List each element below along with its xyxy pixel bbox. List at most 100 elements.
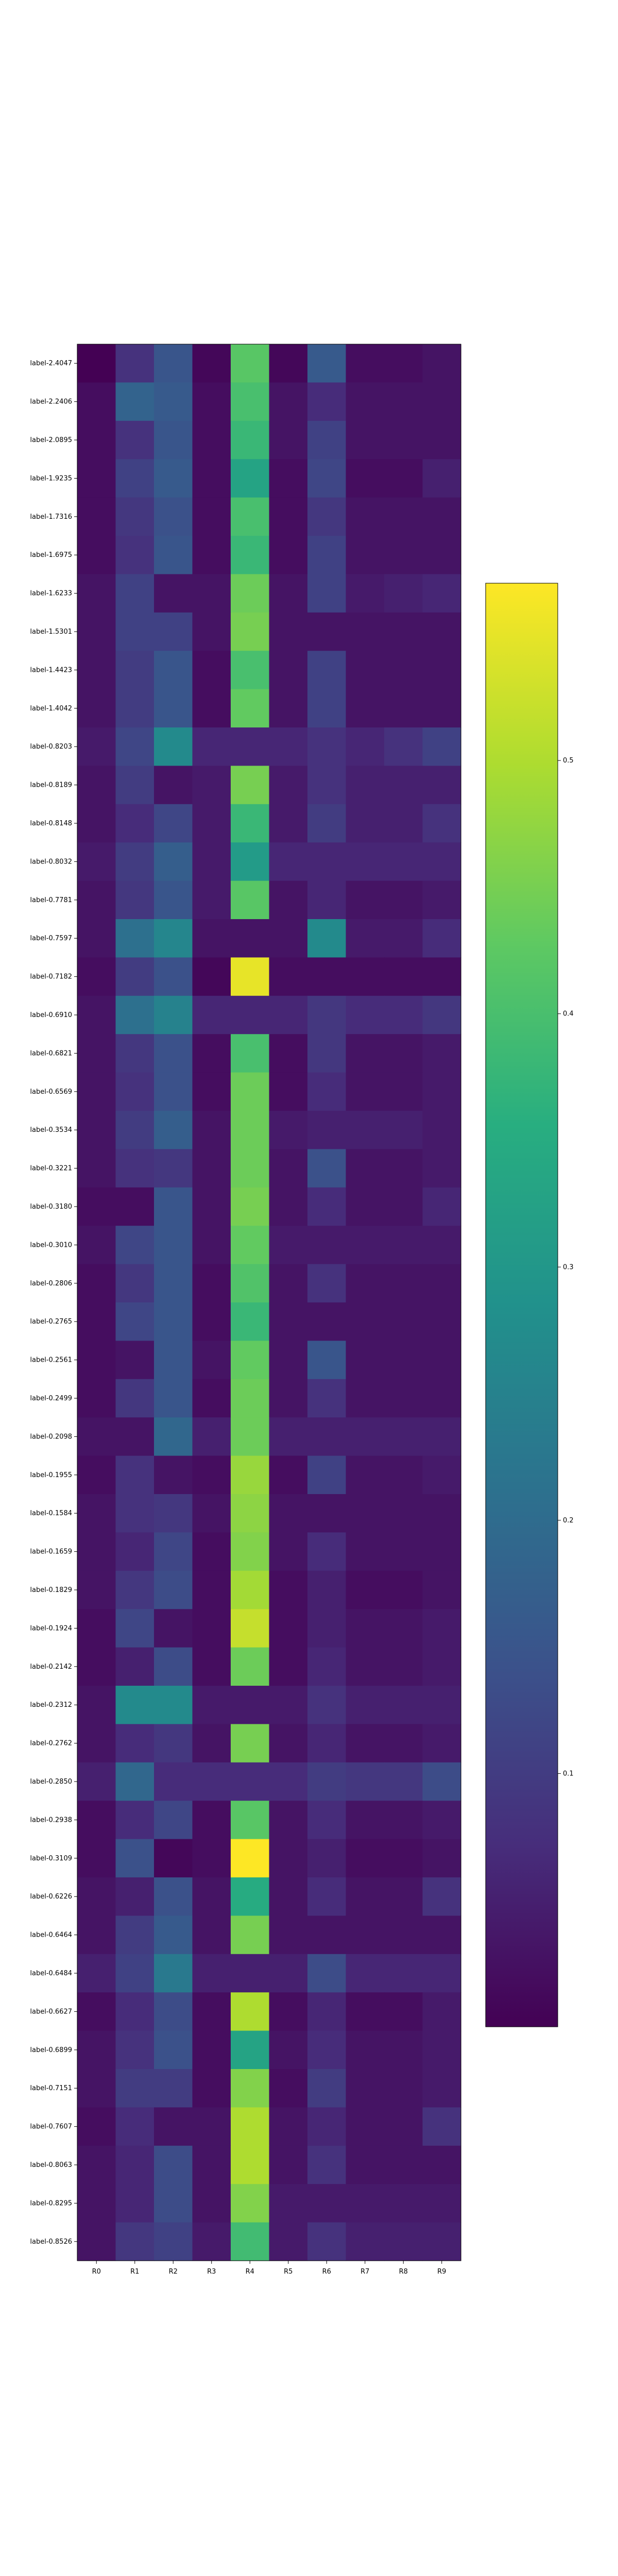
heatmap-cell <box>269 1341 308 1380</box>
heatmap-cell <box>422 1954 461 1993</box>
heatmap-cell <box>269 1647 308 1686</box>
heatmap-cell <box>192 2030 231 2070</box>
heatmap-cell <box>384 1954 423 1993</box>
heatmap-cell <box>384 1034 423 1073</box>
row-label: label-0.8526 <box>30 2238 72 2246</box>
heatmap-cell <box>231 1264 270 1303</box>
heatmap-cell <box>422 2069 461 2108</box>
heatmap-cell <box>77 1686 116 1724</box>
row-label: label-0.6899 <box>30 2046 72 2054</box>
heatmap-cell <box>346 382 385 421</box>
heatmap-cell <box>192 727 231 766</box>
heatmap-cell <box>422 2222 461 2261</box>
row-label: label-0.1924 <box>30 1624 72 1632</box>
heatmap-cell <box>231 1801 270 1840</box>
heatmap-cell <box>154 651 193 690</box>
heatmap-cell <box>422 1187 461 1226</box>
heatmap-cell <box>154 1072 193 1111</box>
heatmap-cell <box>307 727 347 766</box>
heatmap-cell <box>346 1111 385 1149</box>
row-label: label-1.6975 <box>30 551 72 559</box>
heatmap-cell <box>231 459 270 498</box>
heatmap-cell <box>231 1302 270 1341</box>
heatmap-cell <box>269 2145 308 2184</box>
heatmap-cell <box>154 612 193 651</box>
heatmap-cell <box>384 1801 423 1840</box>
heatmap-cell <box>154 2222 193 2261</box>
heatmap-cell <box>115 2107 154 2146</box>
heatmap-cell <box>307 1686 347 1724</box>
heatmap-cell <box>307 2030 347 2070</box>
heatmap-cell <box>422 1494 461 1533</box>
heatmap-cell <box>422 1916 461 1955</box>
heatmap-cell <box>77 2184 116 2223</box>
heatmap-cell <box>115 957 154 996</box>
heatmap-cell <box>307 1916 347 1955</box>
heatmap-cell <box>307 2222 347 2261</box>
heatmap-cell <box>384 1992 423 2031</box>
heatmap-cell <box>307 459 347 498</box>
heatmap-cell <box>77 1455 116 1495</box>
heatmap-cell <box>384 1379 423 1418</box>
heatmap-cell <box>192 1226 231 1265</box>
column-label: R5 <box>284 2268 293 2276</box>
column-label: R8 <box>399 2268 408 2276</box>
heatmap-cell <box>231 1570 270 1609</box>
heatmap-cell <box>307 957 347 996</box>
heatmap-cell <box>384 574 423 613</box>
heatmap-cell <box>154 1609 193 1648</box>
colorbar-tick-label: 0.5 <box>563 757 574 765</box>
colorbar-tick-label: 0.3 <box>563 1263 574 1271</box>
row-label: label-0.8189 <box>30 782 72 789</box>
heatmap-cell <box>192 1916 231 1955</box>
heatmap-cell <box>154 727 193 766</box>
heatmap-cell <box>422 880 461 920</box>
heatmap-cell <box>154 420 193 460</box>
heatmap-cell <box>307 344 347 383</box>
heatmap-cell <box>231 1916 270 1955</box>
heatmap-cell <box>77 1341 116 1380</box>
heatmap-cell <box>384 2107 423 2146</box>
row-label: label-0.2098 <box>30 1433 72 1440</box>
heatmap-cell <box>154 2107 193 2146</box>
heatmap-cell <box>269 536 308 574</box>
heatmap-cell <box>192 1532 231 1571</box>
heatmap-cell <box>115 2030 154 2070</box>
heatmap-cell <box>384 1494 423 1533</box>
heatmap-cell <box>269 1072 308 1111</box>
heatmap-cell <box>154 766 193 805</box>
row-label: label-1.4423 <box>30 666 72 674</box>
heatmap-cell <box>231 1647 270 1686</box>
column-label: R9 <box>437 2268 446 2276</box>
heatmap-cell <box>154 880 193 920</box>
heatmap-cell <box>269 497 308 536</box>
heatmap-cell <box>346 689 385 728</box>
heatmap-cell <box>192 497 231 536</box>
heatmap-cell <box>154 689 193 728</box>
row-label: label-0.8148 <box>30 820 72 827</box>
heatmap-cell <box>115 1801 154 1840</box>
heatmap-cell <box>115 1072 154 1111</box>
heatmap-cell <box>115 420 154 460</box>
heatmap-cell <box>154 574 193 613</box>
heatmap-cell <box>307 651 347 690</box>
row-label: label-1.7316 <box>30 513 72 521</box>
heatmap-cell <box>307 689 347 728</box>
heatmap-cell <box>384 536 423 574</box>
heatmap-cell <box>422 1072 461 1111</box>
heatmap-cell <box>307 1609 347 1648</box>
heatmap-cell <box>384 1455 423 1495</box>
heatmap-cell <box>269 957 308 996</box>
heatmap-cell <box>422 2030 461 2070</box>
heatmap-cell <box>77 766 116 805</box>
heatmap-cell <box>77 2222 116 2261</box>
heatmap-cell <box>422 1647 461 1686</box>
heatmap-cell <box>115 459 154 498</box>
heatmap-cell <box>192 1647 231 1686</box>
heatmap-cell <box>422 1609 461 1648</box>
heatmap-cell <box>77 1992 116 2031</box>
heatmap-cell <box>231 842 270 882</box>
colorbar: 0.1 0.2 0.3 0.4 0.5 <box>485 583 574 2027</box>
heatmap-cell <box>154 1341 193 1380</box>
